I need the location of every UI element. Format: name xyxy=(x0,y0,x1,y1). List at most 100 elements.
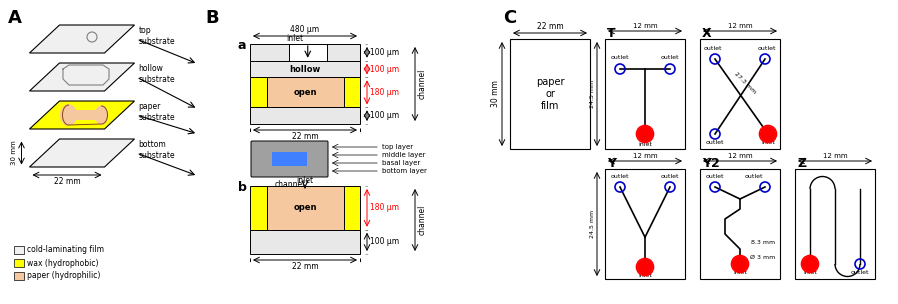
Bar xyxy=(14,272,24,280)
Text: 12 mm: 12 mm xyxy=(633,23,657,29)
Text: 100 μm: 100 μm xyxy=(370,237,399,246)
Text: basal layer: basal layer xyxy=(382,160,420,166)
Text: 100 μm: 100 μm xyxy=(370,64,399,74)
Text: Z: Z xyxy=(797,157,806,170)
Text: hollow: hollow xyxy=(289,64,321,74)
Text: 480 μm: 480 μm xyxy=(290,25,320,34)
Polygon shape xyxy=(30,139,135,167)
Text: paper (hydrophilic): paper (hydrophilic) xyxy=(27,271,101,281)
Text: B: B xyxy=(205,9,218,27)
Bar xyxy=(250,107,360,124)
Bar xyxy=(250,230,360,254)
Text: cold-laminating film: cold-laminating film xyxy=(27,246,104,254)
Text: outlet: outlet xyxy=(661,174,679,179)
Bar xyxy=(250,44,360,61)
Ellipse shape xyxy=(60,105,76,125)
Text: channel: channel xyxy=(418,205,427,235)
Text: 24.5 mm: 24.5 mm xyxy=(590,80,595,108)
Text: open: open xyxy=(294,203,317,212)
Text: outlet: outlet xyxy=(758,46,776,51)
Text: bottom
substrate: bottom substrate xyxy=(138,140,175,160)
FancyBboxPatch shape xyxy=(251,141,328,177)
Text: 22 mm: 22 mm xyxy=(292,132,318,141)
Text: 22 mm: 22 mm xyxy=(537,22,563,31)
Text: 180 μm: 180 μm xyxy=(370,88,399,97)
Circle shape xyxy=(733,257,747,271)
Text: outlet: outlet xyxy=(704,46,722,51)
Circle shape xyxy=(638,260,652,274)
Ellipse shape xyxy=(95,106,108,124)
Text: 180 μm: 180 μm xyxy=(370,203,399,212)
Bar xyxy=(267,77,344,107)
Bar xyxy=(267,186,344,230)
Text: inlet: inlet xyxy=(803,270,817,275)
Text: open: open xyxy=(294,88,317,97)
Text: 30 mm: 30 mm xyxy=(491,81,500,107)
Bar xyxy=(605,169,685,279)
Text: 100 μm: 100 μm xyxy=(370,48,399,57)
Text: outlet: outlet xyxy=(744,174,763,179)
Text: b: b xyxy=(238,181,247,194)
Bar xyxy=(344,77,360,107)
Text: hollow
substrate: hollow substrate xyxy=(138,64,175,84)
Text: paper
or
film: paper or film xyxy=(536,78,564,111)
Text: a: a xyxy=(238,39,246,52)
Bar xyxy=(344,186,360,230)
Text: inlet: inlet xyxy=(762,140,775,145)
Text: Ø 3 mm: Ø 3 mm xyxy=(750,255,775,260)
Polygon shape xyxy=(30,101,135,129)
Text: 22 mm: 22 mm xyxy=(292,262,318,271)
Text: inlet: inlet xyxy=(638,142,652,147)
Bar xyxy=(605,39,685,149)
Text: 12 mm: 12 mm xyxy=(727,23,753,29)
Bar xyxy=(700,39,780,149)
Bar xyxy=(250,186,267,230)
Text: inlet: inlet xyxy=(733,270,747,275)
Bar xyxy=(288,44,327,61)
Text: channel: channel xyxy=(274,180,304,189)
Text: middle layer: middle layer xyxy=(382,152,426,158)
Text: bottom layer: bottom layer xyxy=(382,168,427,174)
Text: 30 mm: 30 mm xyxy=(12,141,17,165)
Text: wax (hydrophobic): wax (hydrophobic) xyxy=(27,258,99,268)
Text: Y: Y xyxy=(607,157,616,170)
Text: inlet: inlet xyxy=(286,34,304,43)
Bar xyxy=(250,77,267,107)
Text: X: X xyxy=(702,27,711,40)
FancyBboxPatch shape xyxy=(68,110,101,120)
Text: Y2: Y2 xyxy=(702,157,720,170)
Text: top layer: top layer xyxy=(382,144,413,150)
Text: 12 mm: 12 mm xyxy=(633,153,657,159)
Bar xyxy=(795,169,875,279)
Text: paper
substrate: paper substrate xyxy=(138,102,175,122)
Text: 22 mm: 22 mm xyxy=(54,177,80,186)
Text: channel: channel xyxy=(418,69,427,99)
Text: outlet: outlet xyxy=(706,140,725,145)
Bar xyxy=(14,246,24,254)
Circle shape xyxy=(761,127,775,141)
Text: inlet: inlet xyxy=(296,176,313,185)
Polygon shape xyxy=(30,63,135,91)
Text: 27.3 mm: 27.3 mm xyxy=(734,71,757,95)
Text: 24.5 mm: 24.5 mm xyxy=(590,210,595,238)
Text: inlet: inlet xyxy=(638,273,652,278)
Circle shape xyxy=(638,127,652,141)
Text: A: A xyxy=(8,9,22,27)
Text: outlet: outlet xyxy=(611,174,629,179)
Text: 12 mm: 12 mm xyxy=(727,153,753,159)
Bar xyxy=(272,152,307,166)
Text: 12 mm: 12 mm xyxy=(823,153,848,159)
Bar xyxy=(14,259,24,267)
Text: 100 μm: 100 μm xyxy=(370,111,399,120)
Text: 8.3 mm: 8.3 mm xyxy=(751,240,775,245)
Text: T: T xyxy=(607,27,616,40)
Text: top
substrate: top substrate xyxy=(138,26,175,46)
Bar xyxy=(510,39,590,149)
Polygon shape xyxy=(30,25,135,53)
Bar xyxy=(250,61,360,77)
Text: outlet: outlet xyxy=(611,55,629,60)
Text: outlet: outlet xyxy=(706,174,725,179)
Text: outlet: outlet xyxy=(661,55,679,60)
Text: outlet: outlet xyxy=(850,270,869,275)
Bar xyxy=(700,169,780,279)
